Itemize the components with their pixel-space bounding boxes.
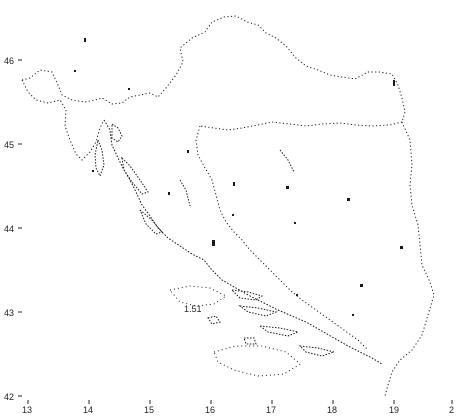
x-axis-label: 13 <box>22 405 32 415</box>
offshore-outline-west <box>169 285 227 307</box>
island-vis <box>207 315 221 325</box>
feature-marks <box>74 38 403 316</box>
x-axis: 13 14 15 16 17 18 19 2 <box>22 400 454 415</box>
adriatic-coastline <box>103 119 383 365</box>
y-axis-label: 44 <box>4 224 14 234</box>
island-mljet <box>298 345 336 357</box>
y-axis-label: 42 <box>4 392 14 402</box>
island-brac <box>230 289 264 301</box>
map-annotation: 1.51 <box>184 304 202 314</box>
island-dugi-otok <box>139 209 163 235</box>
x-axis-label: 2 <box>449 405 454 415</box>
island-rab-pag <box>121 156 149 195</box>
island-korcula <box>258 325 300 337</box>
river-segment <box>279 149 295 173</box>
island-cres <box>94 138 105 178</box>
island-lastovo <box>243 337 257 345</box>
offshore-outline-south <box>213 345 301 377</box>
north-east-border <box>21 15 406 123</box>
bosnia-border <box>195 125 369 351</box>
y-axis: 46 45 44 43 42 <box>4 56 22 402</box>
island-krk <box>111 123 123 143</box>
x-axis-label: 14 <box>83 405 93 415</box>
y-axis-label: 46 <box>4 56 14 66</box>
x-axis-label: 15 <box>144 405 154 415</box>
island-hvar <box>238 305 278 317</box>
x-axis-label: 16 <box>205 405 215 415</box>
river-segment <box>179 179 191 207</box>
sava-border <box>199 121 403 131</box>
eastern-border <box>384 121 435 397</box>
x-axis-label: 18 <box>327 405 337 415</box>
x-axis-label: 17 <box>266 405 276 415</box>
western-border <box>21 79 105 161</box>
y-axis-label: 45 <box>4 140 14 150</box>
x-axis-label: 19 <box>389 405 399 415</box>
y-axis-label: 43 <box>4 308 14 318</box>
